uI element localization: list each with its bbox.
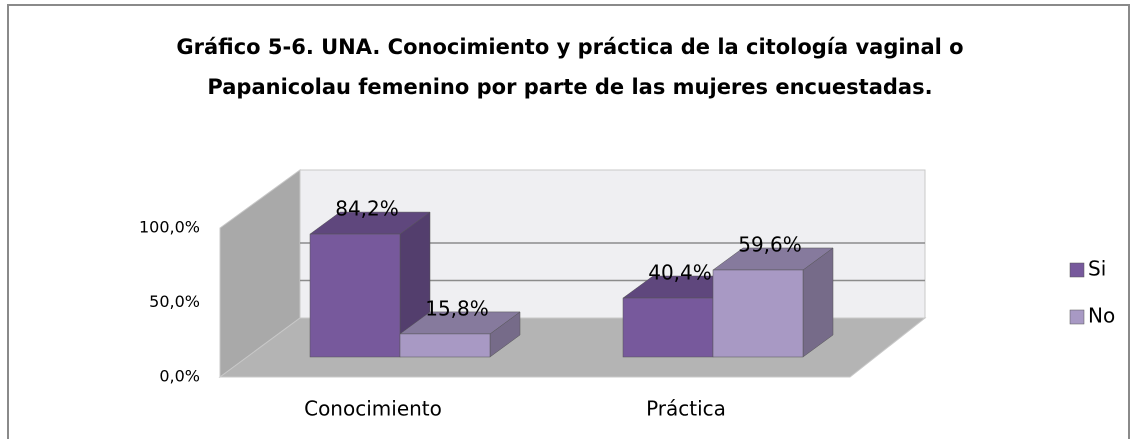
data-label: 59,6% [738, 232, 802, 256]
x-tick-label: Práctica [646, 397, 726, 421]
bar-front [309, 233, 401, 358]
y-tick-label: 50,0% [149, 292, 200, 311]
data-label: 15,8% [425, 296, 489, 320]
bar-front [399, 333, 491, 358]
plot: 0,0% 50,0% 100,0% Conocimiento 84,2% 15,8% Prá… [139, 197, 1115, 421]
bar [712, 247, 834, 358]
x-tick-label: Conocimiento [304, 397, 442, 421]
y-tick-label: 0,0% [159, 367, 200, 386]
y-tick-label: 100,0% [139, 218, 200, 237]
bar [309, 211, 431, 358]
bar [399, 311, 521, 358]
data-label: 40,4% [648, 261, 712, 285]
legend-swatch [1069, 309, 1085, 325]
chart-title-line: Gráfico 5-6. UNA. Conocimiento y práctic… [176, 35, 963, 59]
legend-label: Si [1088, 257, 1106, 281]
data-label: 84,2% [335, 197, 399, 221]
bar-front [712, 269, 804, 358]
legend-label: No [1088, 304, 1115, 328]
chart-title-line: Papanicolau femenino por parte de las mu… [207, 75, 932, 99]
bar-front [622, 297, 714, 358]
legend-swatch [1069, 262, 1085, 278]
